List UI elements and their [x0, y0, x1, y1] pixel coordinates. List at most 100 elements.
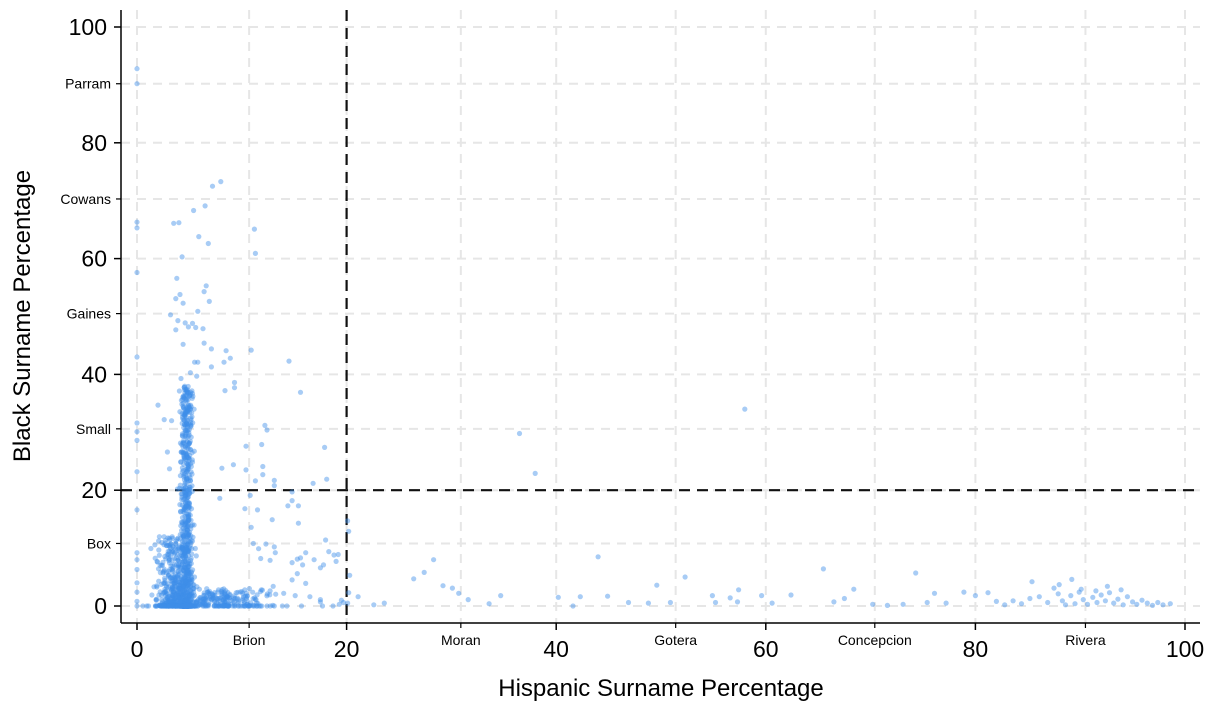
data-point: [182, 593, 188, 599]
data-point: [250, 596, 256, 602]
data-point: [220, 603, 226, 609]
data-point: [340, 599, 347, 606]
data-point: [184, 422, 190, 428]
data-point: [175, 603, 181, 609]
data-point: [182, 457, 189, 463]
data-point: [233, 590, 239, 596]
data-point: [172, 603, 179, 609]
data-point: [184, 567, 191, 573]
data-point: [208, 364, 214, 370]
data-point: [178, 375, 184, 382]
data-point: [286, 358, 292, 364]
data-point: [181, 550, 187, 556]
data-point: [217, 495, 223, 501]
data-point: [169, 581, 175, 587]
data-point: [224, 603, 230, 609]
data-point: [185, 523, 191, 529]
data-point: [231, 593, 237, 599]
data-point: [181, 485, 187, 491]
data-point: [254, 603, 260, 609]
data-point: [181, 568, 187, 574]
data-point: [180, 405, 186, 411]
data-point: [185, 600, 191, 607]
data-point: [159, 603, 165, 609]
data-point: [185, 516, 191, 522]
data-point: [189, 574, 195, 580]
data-point: [221, 602, 227, 608]
data-point: [284, 603, 290, 609]
data-point: [191, 207, 197, 214]
data-point: [204, 589, 210, 595]
data-point: [165, 551, 171, 557]
data-point: [177, 564, 183, 570]
data-point: [175, 585, 181, 591]
data-point: [1084, 601, 1091, 607]
data-point: [181, 486, 187, 492]
data-point: [181, 440, 187, 446]
data-point: [187, 597, 193, 604]
data-point: [174, 590, 180, 596]
data-point: [177, 587, 183, 593]
data-point: [160, 569, 166, 575]
data-point: [182, 601, 188, 608]
data-point: [317, 597, 323, 603]
data-point: [178, 591, 184, 597]
data-point: [183, 529, 189, 536]
data-point: [185, 548, 192, 554]
data-point: [202, 595, 208, 601]
data-point: [179, 449, 186, 455]
data-point: [1102, 598, 1108, 604]
data-point: [171, 561, 177, 567]
data-point: [179, 519, 186, 526]
data-point: [189, 488, 195, 494]
data-point: [188, 422, 194, 428]
data-point: [188, 469, 194, 475]
data-point: [185, 541, 191, 547]
data-point: [171, 581, 178, 587]
data-point: [222, 602, 228, 609]
data-point: [165, 603, 172, 609]
data-point: [180, 534, 186, 540]
data-point: [158, 562, 165, 568]
data-point: [1155, 599, 1161, 606]
data-point: [187, 478, 193, 484]
data-point: [224, 594, 230, 600]
x-tick-label: 40: [543, 636, 569, 662]
data-point: [182, 412, 188, 418]
data-point: [183, 573, 189, 579]
data-point: [307, 594, 313, 600]
y-tick-label-name: Box: [87, 535, 111, 551]
data-point: [186, 472, 192, 478]
data-point: [187, 588, 194, 594]
data-point: [179, 587, 185, 594]
data-point: [184, 603, 190, 609]
data-point: [181, 539, 188, 545]
data-point: [165, 535, 171, 541]
data-point: [176, 602, 182, 608]
data-point: [169, 603, 175, 609]
data-point: [188, 447, 194, 453]
data-point: [181, 564, 187, 570]
data-point: [165, 568, 171, 575]
data-point: [205, 590, 211, 596]
data-point: [223, 348, 229, 354]
data-point: [184, 582, 190, 588]
data-point: [175, 574, 181, 581]
data-point: [189, 388, 195, 394]
data-point: [184, 408, 190, 414]
data-point: [179, 545, 186, 551]
data-point: [181, 534, 187, 541]
data-point: [182, 471, 188, 477]
data-point: [219, 595, 225, 601]
data-point: [272, 550, 278, 556]
data-point: [181, 384, 187, 390]
data-point: [336, 601, 342, 607]
data-point: [184, 603, 190, 609]
data-point: [181, 384, 187, 391]
data-point: [169, 578, 175, 584]
data-point: [166, 466, 173, 472]
data-point: [1130, 599, 1136, 605]
data-point: [184, 569, 190, 576]
data-point: [185, 394, 191, 400]
data-point: [164, 603, 171, 609]
